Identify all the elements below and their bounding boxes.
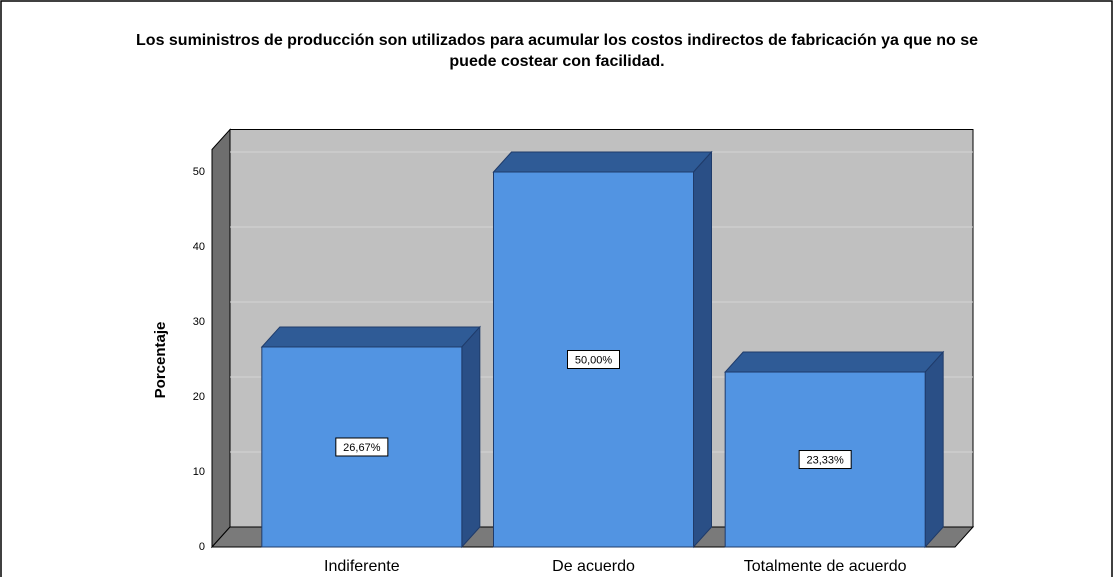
bar-top <box>724 351 945 373</box>
y-tick-label: 40 <box>193 241 205 253</box>
bar-side <box>461 325 481 549</box>
value-label-box <box>335 437 389 457</box>
x-tick-label: De acuerdo <box>552 558 635 575</box>
bar-side <box>924 350 944 549</box>
bar-side <box>693 150 712 549</box>
value-label-box <box>567 350 620 369</box>
left-wall <box>211 128 231 549</box>
value-label-box <box>798 450 852 470</box>
chart-title: Los suministros de producción son utiliz… <box>136 32 978 49</box>
y-axis-label: Porcentaje <box>152 322 169 399</box>
x-tick-label: Totalmente de acuerdo <box>744 558 907 575</box>
y-tick-label: 0 <box>199 541 205 553</box>
value-label: 50,00% <box>575 354 613 366</box>
y-tick-label: 10 <box>193 466 205 478</box>
value-label: 26,67% <box>343 442 381 454</box>
x-tick-label: Indiferente <box>324 558 400 575</box>
y-tick-label: 20 <box>193 391 205 403</box>
y-tick-label: 50 <box>193 166 205 178</box>
bar-top <box>260 326 481 348</box>
chart-title-line2: puede costear con facilidad. <box>449 53 664 70</box>
bar-top <box>492 151 713 173</box>
y-tick-label: 30 <box>193 316 205 328</box>
value-label: 23,33% <box>807 454 845 466</box>
